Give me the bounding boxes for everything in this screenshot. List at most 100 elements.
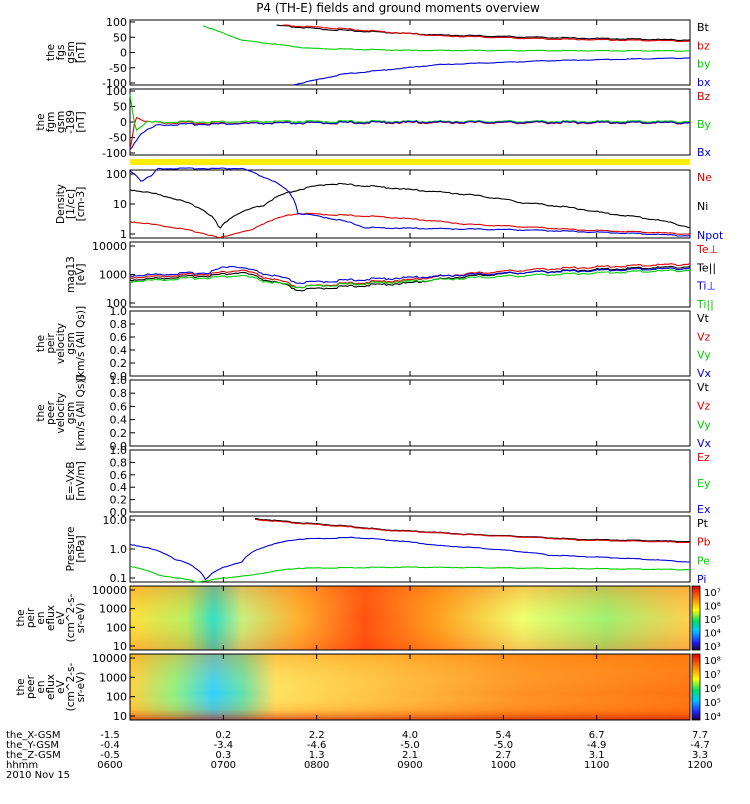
legend-entry: bx	[697, 76, 711, 89]
x-axis-value: -5.0	[494, 740, 514, 751]
y-axis-label: thepeervelocitygsm[km/s (All Qs)]	[35, 375, 87, 450]
legend-entry: Bx	[697, 146, 712, 159]
x-axis-value: 0700	[211, 760, 236, 771]
colorbar	[691, 585, 701, 651]
x-axis-value: 2.1	[402, 750, 418, 761]
series-Ti-par	[129, 269, 691, 289]
x-axis-value: -5.0	[400, 740, 420, 751]
colorbar-label: 10⁷	[704, 670, 721, 681]
y-tick-label: 0.8	[110, 387, 128, 400]
y-axis-label-line: peer	[25, 674, 37, 699]
x-axis-value: 3.1	[589, 750, 605, 761]
x-axis-row-label: the_Y-GSM	[6, 740, 59, 751]
y-axis-label-line: Pressure	[65, 527, 77, 572]
y-axis-label: Density[1/cc][cm-3]	[55, 184, 87, 224]
legend-entry: Bt	[697, 21, 710, 34]
y-axis-label-line: fgs	[55, 45, 67, 61]
series-bz	[282, 24, 691, 43]
panel-peir_spec: 10000 1000 100 10 thepeirenefluxeV(cm^2-s-sr…	[15, 584, 721, 653]
series-bx	[293, 57, 691, 86]
x-axis-value: -0.4	[100, 740, 120, 751]
y-axis-label-line: peer	[45, 400, 57, 425]
legend-entry: Ex	[697, 503, 711, 516]
y-tick-label: -100	[102, 147, 127, 160]
x-axis-value: 0.2	[215, 730, 231, 741]
y-tick-label: 0.0	[110, 440, 128, 453]
colorbar-label: 10³	[704, 642, 721, 653]
panel-frame	[129, 310, 691, 377]
y-tick-label: 1.0	[110, 444, 128, 457]
y-tick-label: 0.2	[110, 427, 128, 440]
legend-entry: Pi	[697, 573, 706, 586]
y-tick-label: 50	[113, 101, 127, 114]
legend-entry: Ey	[697, 477, 711, 490]
colorbar-label: 10⁸	[704, 656, 721, 667]
legend-entry: Vz	[697, 330, 711, 343]
y-tick-label: 0.0	[110, 370, 128, 383]
y-axis-label-line: [cm-3]	[75, 187, 87, 222]
y-tick-label: 0.8	[110, 456, 128, 469]
y-tick-label: 10.0	[103, 514, 128, 527]
y-axis-label-line: mag13	[65, 256, 77, 293]
spectrogram-overlay	[130, 586, 690, 650]
y-axis-label-line: [nT]	[75, 42, 87, 63]
y-tick-label: 10	[113, 640, 127, 653]
data-lines	[129, 24, 691, 583]
y-axis-label-line: peir	[25, 607, 37, 628]
y-axis-label-line: sr-eV)	[75, 603, 87, 634]
y-tick-label: 0.2	[110, 357, 128, 370]
y-tick-label: -50	[109, 132, 127, 145]
y-tick-label: 10	[113, 198, 127, 211]
legend-entry: Pb	[697, 536, 711, 549]
legend-entry: by	[697, 58, 711, 71]
legend-entry: Te⊥	[696, 243, 718, 256]
x-axis-value: 5.4	[495, 730, 511, 741]
colorbar-label: 10⁵	[704, 698, 721, 709]
x-axis-value: -4.6	[307, 740, 327, 751]
x-axis-value: -3.4	[214, 740, 234, 751]
panel-peer_spec: 10000 1000 100 10 thepeerenefluxeV(cm^2-s-sr…	[15, 652, 721, 723]
panel-fgm: 100 50 0 -50 -100 thefgmgsm-189[nT] Bz By Bx	[35, 85, 712, 160]
y-axis-label-line: gsm	[65, 402, 77, 424]
x-axis-value: 1.3	[309, 750, 325, 761]
legend-entry: Te||	[696, 261, 716, 274]
x-axis-value: 1100	[584, 760, 609, 771]
colorbar-label: 10⁴	[704, 712, 721, 723]
y-axis-label-line: eV	[55, 679, 67, 693]
panel-frame	[129, 449, 691, 513]
colorbar	[691, 653, 701, 721]
y-tick-label: 1	[120, 228, 127, 241]
y-axis-label: thefgsgsm[nT]	[45, 41, 87, 63]
y-axis-label-line: peir	[45, 333, 57, 354]
x-axis-value: 4.0	[402, 730, 418, 741]
y-axis-label-line: the	[15, 609, 27, 626]
y-tick-label: 10000	[92, 584, 127, 597]
legend-entry: Vz	[697, 400, 711, 413]
y-tick-label: 0	[120, 47, 127, 60]
y-tick-label: 100	[106, 691, 127, 704]
y-axis-label-line: en	[35, 611, 47, 624]
y-tick-label: 0.1	[110, 572, 128, 585]
y-tick-label: 100	[106, 85, 127, 98]
y-tick-label: 0.2	[110, 494, 128, 507]
x-axis-row-label: the_X-GSM	[6, 730, 60, 741]
panel-pressure: 10.0 1.0 0.1 Pressure[nPa] Pt Pb Pe Pi	[65, 514, 711, 586]
y-axis-label: thefgmgsm-189[nT]	[35, 110, 87, 134]
x-axis-value: 1000	[491, 760, 516, 771]
y-tick-label: 1000	[99, 269, 127, 282]
y-axis-label-line: -189	[65, 110, 77, 134]
y-tick-label: 1000	[99, 671, 127, 684]
y-tick-label: 0.0	[110, 506, 128, 519]
y-axis-label: Pressure[nPa]	[65, 527, 87, 572]
y-tick-label: -50	[109, 62, 127, 75]
y-tick-label: 10000	[92, 240, 127, 253]
legend-entry: Npot	[697, 229, 724, 242]
colorbar-label: 10⁴	[704, 629, 721, 640]
series-By	[129, 94, 691, 132]
panel-fgs: 100 50 0 -50 -100 thefgsgsm[nT] Bt bz by bx	[45, 16, 711, 90]
y-tick-label: 1.0	[110, 305, 128, 318]
legend-entry: Vy	[697, 418, 711, 431]
x-axis-value: 1200	[687, 760, 712, 771]
yellow-quality-bar	[130, 159, 690, 165]
panel-frame	[129, 379, 691, 447]
